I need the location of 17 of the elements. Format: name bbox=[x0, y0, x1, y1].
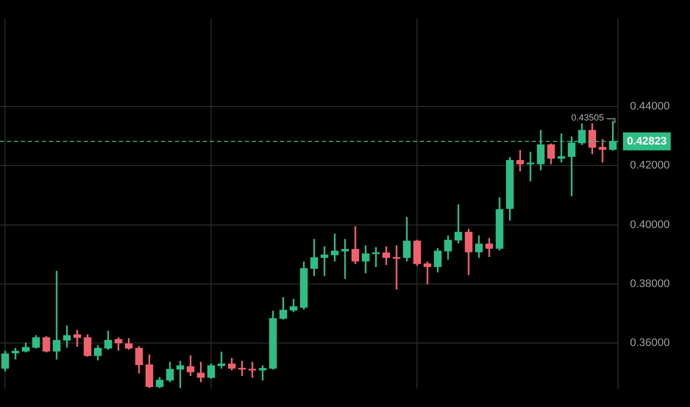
candlestick bbox=[392, 245, 400, 290]
y-tick-label: 0.42000 bbox=[630, 160, 670, 172]
candlestick bbox=[12, 348, 20, 360]
candlestick bbox=[218, 352, 226, 369]
candlestick bbox=[341, 238, 349, 279]
candlestick bbox=[320, 246, 328, 276]
candlestick bbox=[598, 139, 606, 162]
annotation: 0.43505 bbox=[571, 112, 604, 123]
y-tick-label: 0.40000 bbox=[630, 218, 670, 231]
y-tick-label: 0.38000 bbox=[630, 278, 670, 290]
y-tick-label: 0.44000 bbox=[630, 100, 670, 113]
candlestick bbox=[424, 262, 432, 284]
candlestick bbox=[526, 152, 534, 182]
candlestick bbox=[238, 360, 246, 376]
ref-line-label: 0.42823 bbox=[627, 135, 667, 148]
candlestick bbox=[372, 247, 380, 268]
y-tick-label: 0.36000 bbox=[630, 336, 670, 349]
